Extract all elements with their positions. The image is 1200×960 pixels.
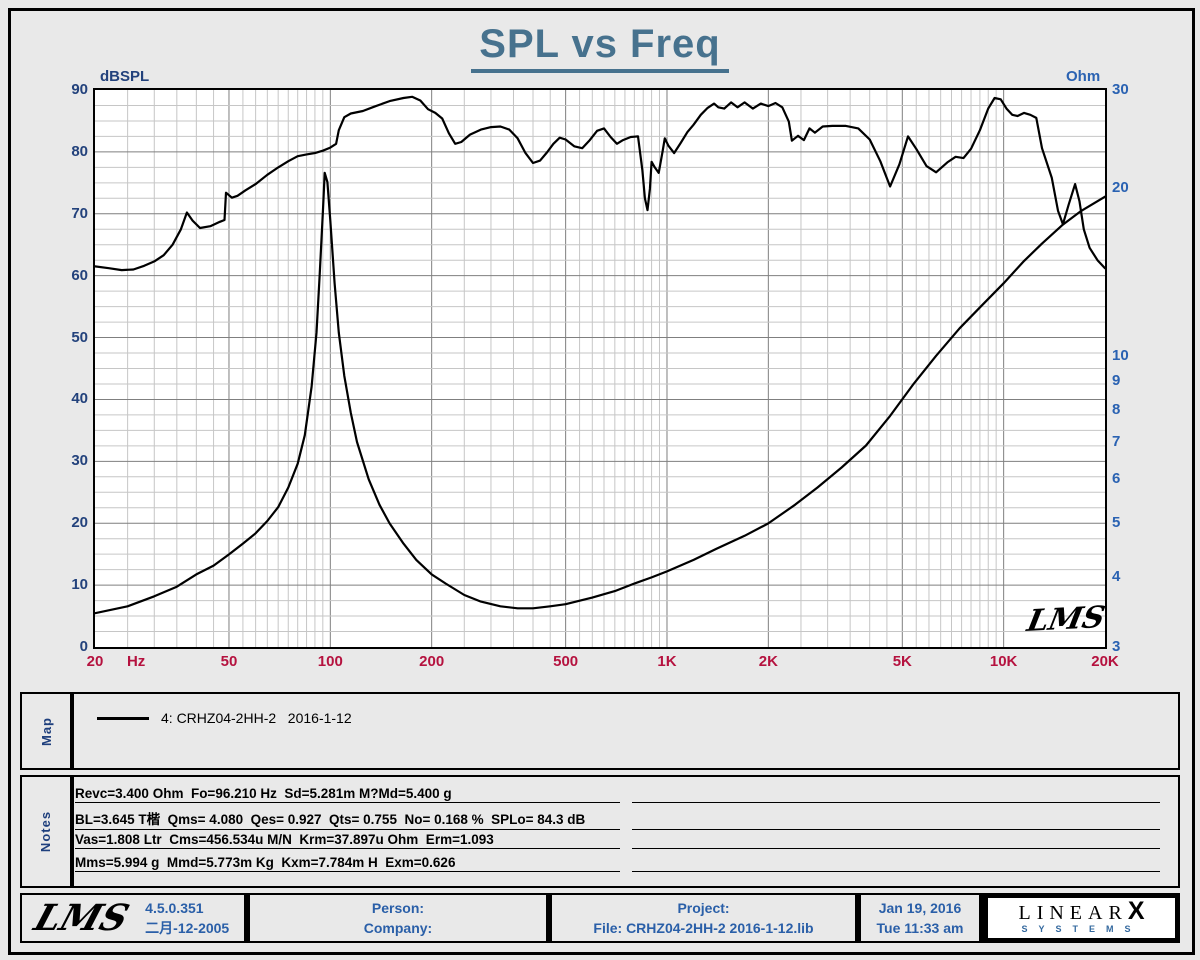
legend-text: 4: CRHZ04-2HH-2 2016-1-12 [161,710,352,726]
note-line-text: Revc=3.400 Ohm Fo=96.210 Hz Sd=5.281m M?… [75,786,620,803]
left-axis-tick: 80 [71,142,88,160]
project-label: Project: [677,900,730,916]
note-line: Revc=3.400 Ohm Fo=96.210 Hz Sd=5.281m M?… [75,785,1160,808]
notes-panel-header: Notes [22,777,74,886]
right-axis-tick: 6 [1112,470,1121,488]
note-line-blank-rule [632,854,1160,872]
grid [95,90,1105,647]
linearx-logo: LINEARX SYSTEMS [985,895,1178,941]
report-time: Tue 11:33 am [876,920,964,936]
footer-divider [546,895,552,941]
note-line-blank-rule [632,785,1160,803]
lms-logo: LMS [29,897,134,939]
left-axis-tick: 40 [71,390,88,408]
right-axis-tick: 3 [1112,638,1121,655]
left-axis-tick: 60 [71,266,88,284]
left-axis-tick: 50 [71,328,88,346]
freq-axis-tick: 100 [317,653,343,670]
footer-brand-cell: LINEARX SYSTEMS [985,895,1178,941]
note-line: BL=3.645 T楷 Qms= 4.080 Qes= 0.927 Qts= 0… [75,808,1160,831]
freq-axis-tick: 10K [989,653,1018,670]
freq-axis-tick: 2K [758,653,778,670]
footer-project-cell: Project: File: CRHZ04-2HH-2 2016-1-12.li… [552,895,855,941]
note-line-text: BL=3.645 T楷 Qms= 4.080 Qes= 0.927 Qts= 0… [75,808,620,830]
left-axis-tick: 0 [79,638,88,655]
freq-axis-tick: 20K [1091,653,1119,670]
map-panel-label: Map [38,716,54,746]
impedance-curve [95,171,1105,615]
left-axis-tick: 10 [71,576,88,594]
freq-axis-tick: 500 [553,653,579,670]
curve-legend: 4: CRHZ04-2HH-2 2016-1-12 [97,710,352,726]
right-axis-tick: 5 [1112,514,1121,532]
footer-bar: LMS 4.5.0.351 二月-12-2005 Person: Company… [20,893,1180,943]
brand-x-text: X [1127,897,1145,925]
right-axis-tick: 4 [1112,568,1121,586]
app-version: 4.5.0.351 [145,900,204,916]
right-axis-tick: 30 [1112,81,1129,98]
note-line-blank-rule [632,831,1160,849]
lms-watermark: LMS [1024,600,1108,639]
footer-divider [979,895,985,941]
notes-panel-label: Notes [38,810,54,853]
note-line: Mms=5.994 g Mmd=5.773m Kg Kxm=7.784m H E… [75,854,1160,877]
note-line-blank-rule [632,812,1160,830]
freq-axis-tick: 20 [86,653,104,670]
left-axis-tick: 20 [71,514,88,532]
spl-impedance-chart [95,90,1105,647]
brand-linear-text: LINEAR [1018,902,1128,924]
right-axis-tick: 10 [1112,346,1129,364]
plot-area [93,88,1107,649]
note-line: Vas=1.808 Ltr Cms=456.534u M/N Krm=37.89… [75,831,1160,854]
note-line-text: Vas=1.808 Ltr Cms=456.534u M/N Krm=37.89… [75,832,620,849]
footer-app-cell: LMS 4.5.0.351 二月-12-2005 [22,895,244,941]
left-axis-tick: 70 [71,204,88,222]
right-axis-title: Ohm [1066,68,1101,85]
freq-axis-tick: Hz [126,653,146,670]
footer-divider [244,895,250,941]
right-axis-tick: 7 [1112,433,1121,451]
freq-axis-tick: 5K [892,653,912,670]
notes-panel: Notes Revc=3.400 Ohm Fo=96.210 Hz Sd=5.2… [20,775,1180,888]
page-title-text: SPL vs Freq [471,22,729,73]
right-axis-tick: 8 [1112,400,1121,418]
left-axis-tick: 90 [71,81,88,98]
note-line-text: Mms=5.994 g Mmd=5.773m Kg Kxm=7.784m H E… [75,855,620,872]
outer-frame [8,8,1195,955]
footer-person-cell: Person: Company: [250,895,546,941]
map-panel-header: Map [22,694,74,768]
legend-line-swatch [97,716,149,720]
map-panel: Map 4: CRHZ04-2HH-2 2016-1-12 [20,692,1180,770]
app-version-stack: 4.5.0.351 二月-12-2005 [145,898,229,938]
footer-divider [855,895,861,941]
linearx-logo-top: LINEARX [1018,899,1144,924]
freq-axis-tick: 200 [419,653,445,670]
file-label: File: CRHZ04-2HH-2 2016-1-12.lib [593,920,814,936]
right-axis-tick: 20 [1112,179,1129,197]
app-version-date: 二月-12-2005 [145,920,230,936]
left-axis-title: dBSPL [100,68,150,85]
person-label: Person: [371,900,425,916]
left-axis-tick: 30 [71,452,88,470]
report-date: Jan 19, 2016 [878,900,962,916]
freq-axis-tick: 1K [657,653,677,670]
linearx-logo-bottom: SYSTEMS [1021,924,1142,934]
right-axis-tick: 9 [1112,372,1121,390]
page-title: SPL vs Freq [0,22,1200,73]
spl-curve [95,95,1105,272]
footer-date-cell: Jan 19, 2016 Tue 11:33 am [861,895,979,941]
freq-axis-tick: 50 [220,653,238,670]
company-label: Company: [363,920,433,936]
